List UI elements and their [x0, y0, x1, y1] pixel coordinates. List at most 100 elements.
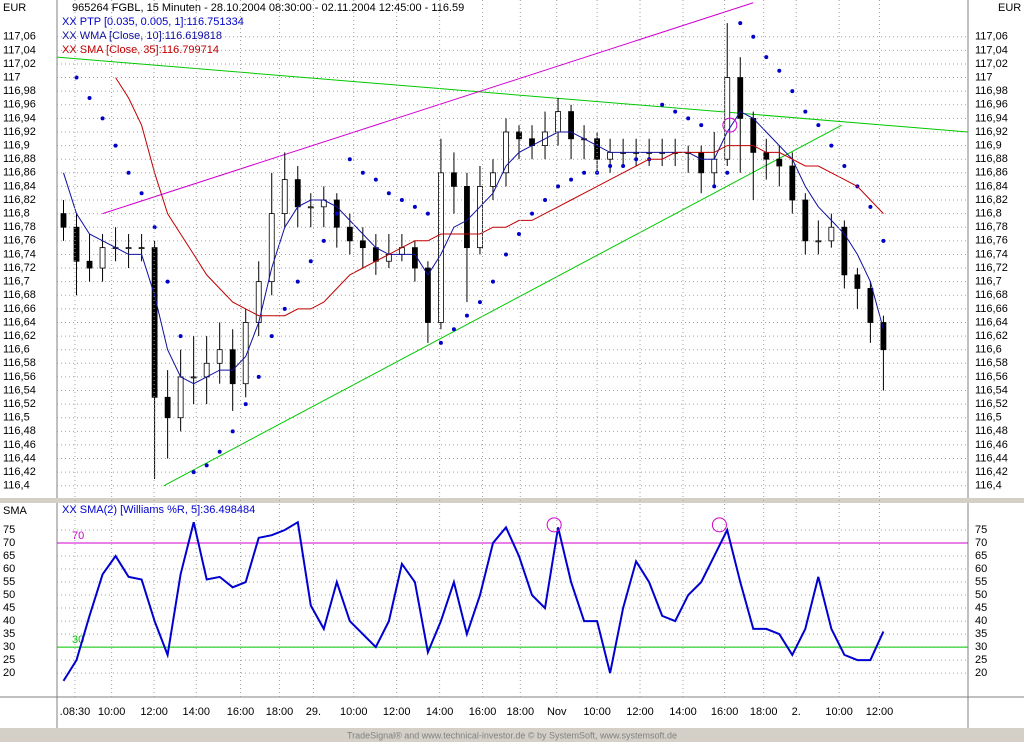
y-tick-label: 25: [975, 654, 987, 666]
sar-dot: [230, 429, 235, 434]
x-tick-label: .08:30: [60, 706, 91, 718]
candle-body: [73, 226, 80, 262]
sar-dot: [842, 164, 847, 168]
y-tick-label: 116,9: [3, 139, 30, 151]
y-tick-label: 116,7: [975, 276, 1002, 288]
candle-body: [828, 226, 835, 242]
y-tick-label: 116,62: [975, 330, 1008, 342]
candle-body: [346, 226, 353, 242]
candle-body: [60, 213, 67, 228]
sar-dot: [777, 68, 782, 73]
x-tick-label: 10:00: [340, 706, 368, 718]
trend-line: [163, 124, 842, 487]
sar-dot: [165, 279, 170, 284]
x-tick-label: 2.: [792, 706, 801, 718]
y-tick-label: 117,02: [3, 58, 36, 70]
y-tick-label: 116,62: [3, 330, 36, 342]
y-tick-label: 116,64: [3, 316, 36, 328]
candle-body: [880, 322, 887, 351]
candle-body: [737, 77, 744, 119]
panel-label: SMA: [3, 505, 28, 517]
y-tick-label: 40: [3, 615, 15, 627]
legend-entry: XX SMA [Close, 35]:116.799714: [62, 44, 219, 56]
x-tick-label: 18:00: [507, 706, 535, 718]
y-tick-label: 116,9: [975, 139, 1002, 151]
y-tick-label: 116,68: [3, 289, 36, 301]
sar-dot: [100, 116, 105, 121]
sar-dot: [738, 21, 743, 26]
y-tick-label: 116,56: [975, 371, 1008, 383]
y-tick-label: 116,6: [3, 344, 30, 356]
y-tick-label: 116,54: [3, 384, 36, 396]
sar-dot: [503, 252, 508, 257]
y-tick-label: 116,46: [975, 439, 1008, 451]
y-tick-label: 116,46: [3, 439, 36, 451]
candle-body: [568, 111, 574, 140]
level-label: 70: [72, 530, 84, 542]
sar-dot: [334, 211, 339, 216]
y-tick-label: 116,84: [975, 180, 1008, 192]
x-tick-label: 16:00: [711, 706, 739, 718]
y-tick-label: 116,74: [975, 248, 1008, 260]
y-tick-label: 116,52: [975, 398, 1008, 410]
y-tick-label: 116,58: [975, 357, 1008, 369]
sar-dot: [269, 334, 274, 339]
sar-dot: [477, 300, 482, 305]
y-tick-label: 116,5: [975, 412, 1002, 424]
y-tick-label: 116,92: [975, 126, 1008, 138]
x-tick-label: 12:00: [626, 706, 654, 718]
sar-dot: [464, 313, 469, 318]
sar-dot: [152, 225, 157, 230]
legend-entry: XX WMA [Close, 10]:116.619818: [62, 30, 222, 42]
sar-dot: [868, 204, 873, 209]
sar-dot: [451, 327, 456, 332]
y-tick-label: 116,42: [975, 466, 1008, 478]
y-tick-label: 50: [3, 589, 15, 601]
sar-dot: [660, 102, 665, 107]
y-tick-label: 116,44: [975, 452, 1008, 464]
sar-dot: [139, 191, 144, 196]
y-tick-label: 116,88: [3, 153, 36, 165]
sar-dot: [74, 75, 79, 80]
x-tick-label: 10:00: [583, 706, 611, 718]
x-tick-label: 12:00: [383, 706, 411, 718]
candle-body: [190, 376, 197, 379]
y-tick-label: 116,86: [3, 167, 36, 179]
sar-dot: [412, 204, 417, 209]
candle-body: [776, 158, 783, 167]
sar-dot: [321, 238, 326, 243]
y-tick-label: 50: [975, 589, 987, 601]
y-tick-label: 116,4: [975, 480, 1002, 492]
y-tick-label: 20: [3, 667, 15, 679]
y-tick-label: 117: [3, 71, 21, 83]
candle-body: [307, 206, 314, 209]
candle-body: [216, 349, 223, 364]
sar-dot: [829, 143, 834, 148]
legend-entry: XX SMA(2) [Williams %R, 5]:36.498484: [62, 504, 255, 516]
y-tick-label: 116,44: [3, 452, 36, 464]
y-tick-label: 116,76: [975, 235, 1008, 247]
sar-dot: [543, 198, 548, 203]
y-tick-label: 117,06: [975, 31, 1008, 43]
candle-body: [151, 247, 158, 398]
sar-dot: [360, 170, 365, 175]
candle-body: [477, 186, 483, 249]
candle-body: [711, 158, 718, 174]
sar-dot: [530, 211, 535, 216]
x-tick-label: 16:00: [227, 706, 255, 718]
candle-body: [815, 240, 822, 243]
candle-body: [242, 322, 249, 385]
candle-body: [268, 213, 275, 283]
y-tick-label: 30: [3, 641, 15, 653]
series-line: [115, 77, 884, 317]
x-tick-label: 18:00: [266, 706, 294, 718]
y-tick-label: 116,82: [975, 194, 1008, 206]
candle-body: [464, 186, 470, 249]
legend-entry: XX PTP [0.035, 0.005, 1]:116.751334: [62, 16, 244, 28]
y-tick-label: 25: [3, 654, 15, 666]
sar-dot: [725, 170, 730, 175]
candle-body: [203, 362, 210, 378]
x-tick-label: 18:00: [750, 706, 778, 718]
sar-dot: [191, 470, 196, 475]
sar-dot: [256, 374, 261, 379]
